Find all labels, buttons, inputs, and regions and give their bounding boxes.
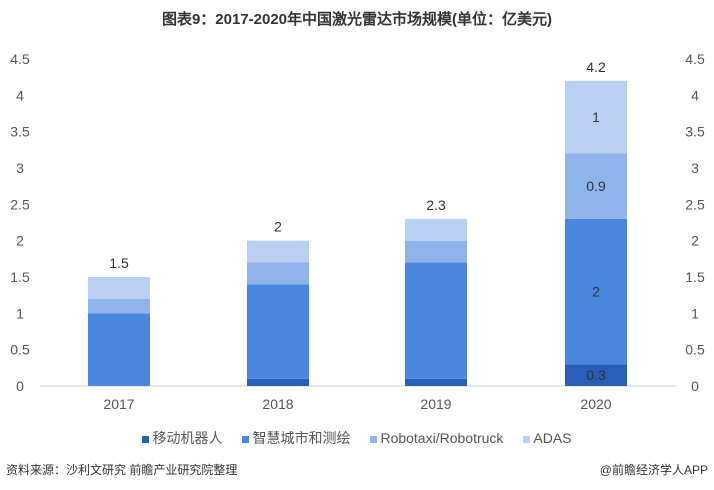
y-tick-right: 4.5 [685, 51, 705, 67]
segment-label: 1 [592, 109, 600, 125]
legend-label: ADAS [533, 430, 572, 446]
y-tick-right: 3.5 [685, 124, 705, 140]
legend-label: 移动机器人 [152, 430, 223, 446]
chart-plot: 0 0 0.5 0.5 1 1 1.5 1.5 2 2 2.5 2.5 3 3 3.5 3.5 4 4 4.5 4.5… [10, 51, 705, 412]
y-tick-right: 4 [691, 87, 699, 103]
bar-segment-2017-2 [88, 298, 150, 314]
total-label: 4.2 [586, 59, 606, 75]
y-tick-left: 2 [16, 233, 24, 249]
y-tick-right: 1 [691, 305, 699, 321]
bar-segment-2018-2 [247, 262, 309, 285]
bar-segment-2018-1 [247, 284, 309, 379]
legend-item: ADAS [523, 430, 572, 446]
y-tick-left: 0.5 [10, 342, 30, 358]
x-tick: 2019 [420, 396, 451, 412]
y-tick-right: 1.5 [685, 269, 705, 285]
bar-segment-2019-2 [405, 240, 467, 263]
bar-segment-2019-0 [405, 378, 467, 386]
y-tick-left: 1.5 [10, 269, 30, 285]
x-tick: 2017 [103, 396, 134, 412]
legend-item: 智慧城市和测绘 [242, 428, 350, 448]
legend-item: 移动机器人 [142, 428, 222, 448]
bar-segment-2018-3 [247, 240, 309, 263]
y-tick-left: 2.5 [10, 196, 30, 212]
y-tick-left: 4 [16, 87, 24, 103]
y-tick-right: 3 [691, 160, 699, 176]
total-label: 2 [274, 219, 282, 235]
total-label: 2.3 [426, 197, 446, 213]
source-note: 资料来源：沙利文研究 前瞻产业研究院整理 [6, 463, 238, 477]
legend-swatch [370, 435, 378, 443]
legend-swatch [142, 435, 150, 443]
legend-label: 智慧城市和测绘 [252, 430, 351, 446]
y-tick-left: 4.5 [10, 51, 30, 67]
y-tick-right: 0.5 [685, 342, 705, 358]
y-tick-right: 0 [691, 378, 699, 394]
bar-segment-2019-3 [405, 218, 467, 241]
legend-swatch [523, 435, 531, 443]
segment-label: 0.3 [586, 367, 606, 383]
total-label: 1.5 [109, 255, 129, 271]
legend: 移动机器人 智慧城市和测绘 Robotaxi/Robotruck ADAS [0, 428, 714, 448]
y-tick-left: 1 [16, 305, 24, 321]
legend-swatch [242, 435, 250, 443]
bar-segment-2018-0 [247, 378, 309, 386]
legend-item: Robotaxi/Robotruck [370, 430, 503, 446]
bar-segment-2019-1 [405, 262, 467, 379]
bar-segment-2020-1 [565, 218, 627, 365]
y-tick-left: 0 [16, 378, 24, 394]
y-tick-right: 2.5 [685, 196, 705, 212]
bar-segment-2017-1 [88, 313, 150, 386]
x-tick: 2020 [580, 396, 611, 412]
bar-segment-2020-0 [565, 364, 627, 386]
y-tick-right: 2 [691, 233, 699, 249]
x-tick: 2018 [262, 396, 293, 412]
legend-label: Robotaxi/Robotruck [380, 430, 504, 446]
bar-segment-2020-3 [565, 80, 627, 154]
y-tick-left: 3.5 [10, 124, 30, 140]
bar-segment-2020-2 [565, 153, 627, 219]
y-tick-left: 3 [16, 160, 24, 176]
bar-segment-2017-3 [88, 277, 150, 299]
brand-credit: @前瞻经济学人APP [599, 463, 708, 477]
segment-label: 0.9 [586, 178, 606, 194]
chart-title: 图表9：2017-2020年中国激光雷达市场规模(单位：亿美元) [161, 11, 553, 28]
segment-label: 2 [592, 284, 600, 300]
